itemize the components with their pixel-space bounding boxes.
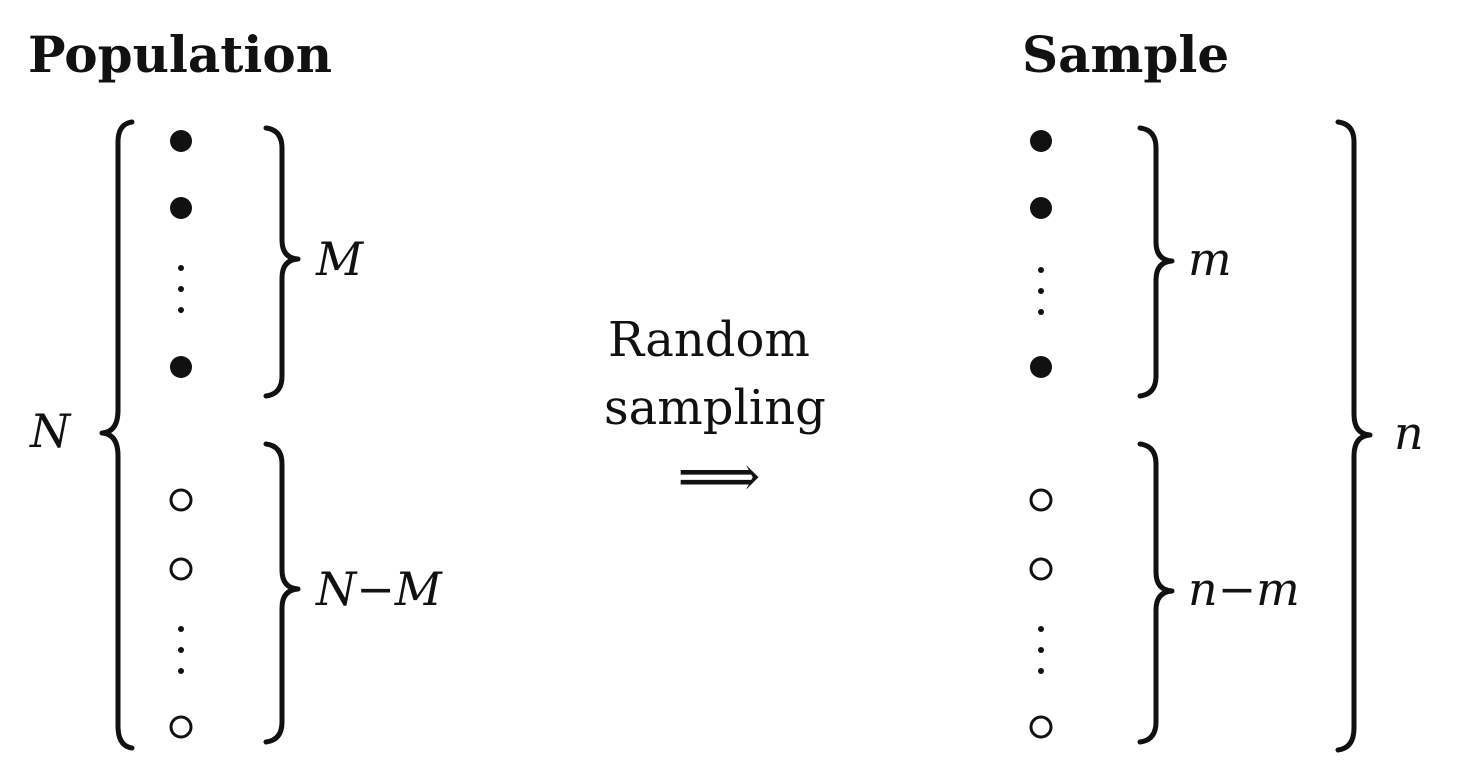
population-total-label: N — [30, 404, 71, 458]
sample-group1-label: m — [1188, 232, 1232, 286]
population-group1-brace — [263, 125, 301, 399]
sample-group1-brace — [1137, 125, 1175, 399]
population-filled-dot — [170, 356, 192, 378]
population-group1-label: M — [316, 232, 364, 286]
sample-right-brace — [1335, 119, 1373, 753]
population-title: Population — [28, 25, 333, 84]
sample-group2-brace — [1137, 441, 1175, 745]
sample-vdots-icon — [1038, 647, 1044, 653]
sample-total-label: n — [1394, 406, 1424, 460]
double-arrow-icon: ⟹ — [677, 442, 761, 510]
population-open-dot — [169, 715, 193, 739]
population-vdots-icon — [178, 626, 184, 632]
sample-open-dot — [1029, 715, 1053, 739]
population-vdots-icon — [178, 265, 184, 271]
population-left-brace — [99, 119, 135, 751]
sample-filled-dot — [1030, 197, 1052, 219]
sample-vdots-icon — [1038, 668, 1044, 674]
population-group2-brace — [263, 441, 301, 745]
population-group2-label: N−M — [316, 562, 442, 616]
sample-open-dot — [1029, 557, 1053, 581]
population-filled-dot — [170, 197, 192, 219]
population-vdots-icon — [178, 647, 184, 653]
process-caption-line1: Random — [608, 312, 810, 368]
process-caption-line2: sampling — [604, 380, 826, 436]
sample-vdots-icon — [1038, 309, 1044, 315]
sample-filled-dot — [1030, 130, 1052, 152]
population-vdots-icon — [178, 668, 184, 674]
sample-filled-dot — [1030, 356, 1052, 378]
population-open-dot — [169, 488, 193, 512]
population-filled-dot — [170, 130, 192, 152]
sample-vdots-icon — [1038, 288, 1044, 294]
sample-group2-label: n−m — [1188, 562, 1300, 616]
population-vdots-icon — [178, 307, 184, 313]
sample-title: Sample — [1022, 25, 1230, 84]
sample-vdots-icon — [1038, 626, 1044, 632]
sample-open-dot — [1029, 488, 1053, 512]
population-open-dot — [169, 557, 193, 581]
population-vdots-icon — [178, 286, 184, 292]
sample-vdots-icon — [1038, 267, 1044, 273]
